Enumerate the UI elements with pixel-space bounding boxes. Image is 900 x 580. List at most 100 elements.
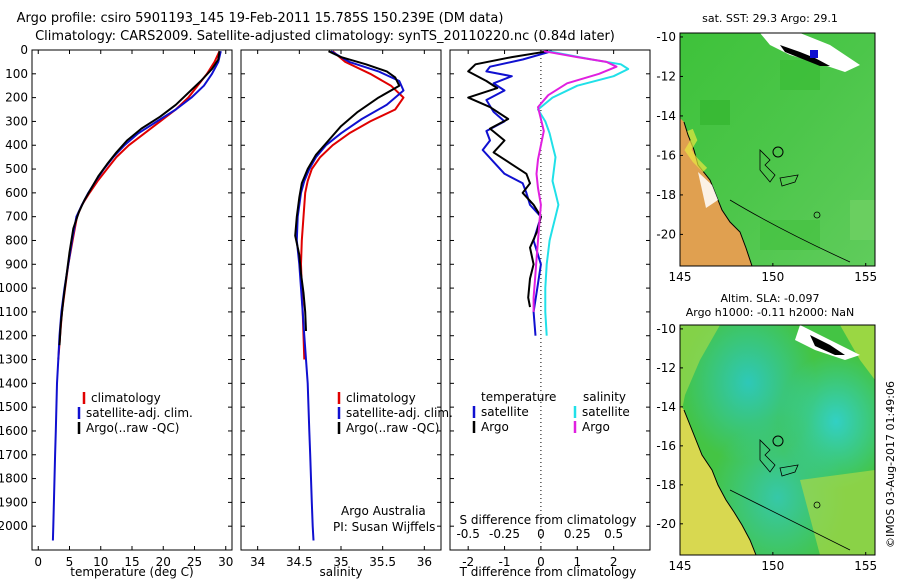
y-tick-label: 1900 [0, 495, 28, 509]
legend-label-t-satellite: satellite [481, 405, 529, 419]
salinity-legend: climatology satellite-adj. clim. Argo(..… [333, 391, 453, 534]
map-x-tick-label: 145 [669, 270, 692, 284]
y-tick-label: 800 [5, 233, 28, 247]
salinity-annotation-1: Argo Australia [341, 504, 426, 518]
s-tick-label: 0.25 [564, 527, 591, 541]
x-tick-label: 34.5 [286, 555, 313, 569]
map-y-tick-label: -10 [656, 30, 676, 44]
y-tick-label: 1700 [0, 448, 28, 462]
difference-line-sal_argo [532, 50, 618, 312]
y-tick-label: 1500 [0, 400, 28, 414]
y-tick-label: 1100 [0, 305, 28, 319]
salinity-axes: 34 34.5 35 35.5 36 [241, 49, 441, 569]
sla-map [679, 324, 876, 556]
t-difference-xlabel: T difference from climatology [459, 565, 637, 579]
x-tick-label: 25 [187, 555, 202, 569]
salinity-xlabel: salinity [319, 565, 362, 579]
x-tick-label: -2 [462, 555, 474, 569]
map-x-tick-label: 150 [761, 270, 784, 284]
x-tick-label: 1 [573, 555, 581, 569]
sla-map-title-line1: Altim. SLA: -0.097 [720, 292, 819, 305]
map-y-tick-label: -20 [656, 227, 676, 241]
y-tick-label: 700 [5, 210, 28, 224]
legend-label-argo: Argo(..raw -QC) [346, 421, 439, 435]
y-tick-label: 400 [5, 138, 28, 152]
y-tick-label: 0 [20, 43, 28, 57]
legend-title-temperature: temperature [481, 390, 556, 404]
y-tick-label: 1800 [0, 472, 28, 486]
legend-title-salinity: salinity [583, 390, 626, 404]
y-tick-label: 300 [5, 114, 28, 128]
x-tick-label: 35 [333, 555, 348, 569]
map-x-tick-label: 155 [854, 559, 877, 573]
difference-line-satellite [481, 50, 553, 336]
temperature-xlabel: temperature (deg C) [70, 565, 193, 579]
map-y-tick-label: -18 [656, 188, 676, 202]
y-tick-label: 1200 [0, 329, 28, 343]
x-tick-label: 36 [417, 555, 432, 569]
legend-label-s-satellite: satellite [582, 405, 630, 419]
x-tick-label: 30 [218, 555, 233, 569]
sst-map-axes: 145 150 155 -10 -12 -14 -16 -18 -20 [656, 30, 877, 284]
s-tick-label: 0.5 [604, 527, 623, 541]
temperature-legend: climatology satellite-adj. clim. Argo(..… [77, 391, 193, 435]
difference-panel [449, 49, 651, 551]
map-y-tick-label: -12 [656, 361, 676, 375]
legend-label-argo: Argo(..raw -QC) [86, 421, 179, 435]
x-tick-label: -1 [499, 555, 511, 569]
y-tick-label: 1400 [0, 376, 28, 390]
y-tick-label: 1600 [0, 424, 28, 438]
map-x-tick-label: 150 [761, 559, 784, 573]
salinity-line-climatology [300, 50, 405, 360]
x-tick-label: 34 [250, 555, 265, 569]
map-y-tick-label: -16 [656, 148, 676, 162]
salinity-line-satellite [295, 50, 405, 541]
temperature-axes: 0100200300400500600700800900100011001200… [0, 43, 233, 569]
sla-map-axes: 145 150 155 -10 -12 -14 -16 -18 -20 [656, 322, 877, 573]
sst-map [679, 32, 876, 267]
temperature-line-satellite [51, 50, 222, 541]
x-tick-label: 10 [93, 555, 108, 569]
legend-label-t-argo: Argo [481, 420, 509, 434]
map-y-tick-label: -16 [656, 439, 676, 453]
figure-title-line2: Climatology: CARS2009. Satellite-adjuste… [35, 29, 615, 44]
salinity-annotation-2: PI: Susan Wijffels [333, 520, 435, 534]
y-tick-label: 600 [5, 186, 28, 200]
sst-land-coast [680, 118, 752, 266]
y-tick-label: 2000 [0, 519, 28, 533]
map-y-tick-label: -14 [656, 109, 676, 123]
s-tick-label: -0.25 [489, 527, 520, 541]
map-y-tick-label: -20 [656, 517, 676, 531]
y-tick-label: 1300 [0, 353, 28, 367]
legend-label-climatology: climatology [346, 391, 416, 405]
sst-map-title: sat. SST: 29.3 Argo: 29.1 [702, 12, 838, 25]
map-y-tick-label: -10 [656, 322, 676, 336]
map-x-tick-label: 145 [669, 559, 692, 573]
difference-legend: temperature satellite Argo salinity sate… [472, 390, 630, 434]
x-tick-label: 15 [124, 555, 139, 569]
sla-map-title-line2: Argo h1000: -0.11 h2000: NaN [686, 306, 855, 319]
legend-label-satellite: satellite-adj. clim. [86, 406, 193, 420]
x-tick-label: 0 [537, 555, 545, 569]
y-tick-label: 500 [5, 162, 28, 176]
legend-label-satellite: satellite-adj. clim. [346, 406, 453, 420]
y-tick-label: 200 [5, 91, 28, 105]
figure-title-line1: Argo profile: csiro 5901193_145 19-Feb-2… [17, 11, 504, 26]
sst-argo-position-marker [772, 146, 784, 158]
map-y-tick-label: -18 [656, 478, 676, 492]
temperature-line-argo [58, 51, 221, 346]
y-tick-label: 100 [5, 67, 28, 81]
difference-line-argo [467, 50, 549, 308]
map-y-tick-label: -12 [656, 69, 676, 83]
difference-line-sal_satellite [537, 50, 630, 336]
y-tick-label: 1000 [0, 281, 28, 295]
s-difference-xlabel: S difference from climatology [460, 513, 637, 527]
legend-label-climatology: climatology [91, 391, 161, 405]
imos-timestamp: ©IMOS 03-Aug-2017 01:49:06 [884, 381, 897, 548]
x-tick-label: 20 [156, 555, 171, 569]
x-tick-label: 35.5 [369, 555, 396, 569]
salinity-line-argo [294, 50, 401, 332]
legend-label-s-argo: Argo [582, 420, 610, 434]
